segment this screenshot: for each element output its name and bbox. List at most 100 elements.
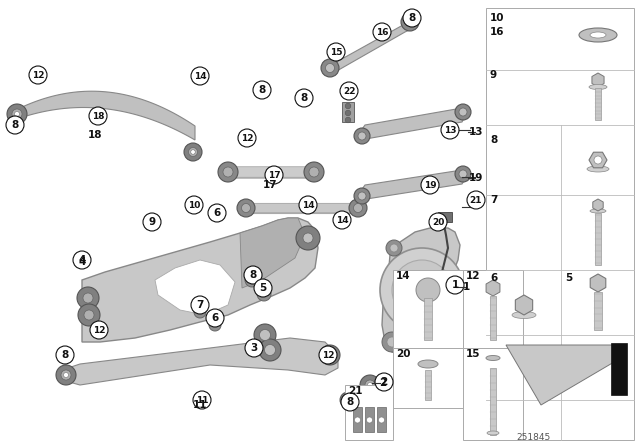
Circle shape [360,375,380,395]
Circle shape [403,9,421,27]
Polygon shape [515,295,532,315]
Polygon shape [592,73,604,87]
Text: 8: 8 [408,13,415,23]
Text: 11: 11 [193,400,207,410]
Polygon shape [589,152,607,168]
Polygon shape [593,199,603,211]
Circle shape [15,112,19,116]
Circle shape [325,350,335,360]
Circle shape [254,324,276,346]
Circle shape [244,266,262,284]
Circle shape [299,196,317,214]
Circle shape [264,345,275,356]
Text: 17: 17 [262,180,277,190]
Circle shape [89,107,107,125]
Circle shape [218,162,238,182]
Circle shape [12,109,22,119]
Ellipse shape [587,166,609,172]
Circle shape [29,66,47,84]
Text: 9: 9 [490,70,497,80]
Text: 20: 20 [396,349,410,359]
Circle shape [367,383,372,388]
Circle shape [73,251,91,269]
Circle shape [304,162,324,182]
Text: 6: 6 [490,273,497,283]
Bar [353,407,362,432]
Bar [595,88,601,120]
Text: 9: 9 [148,217,156,227]
Polygon shape [325,20,418,76]
Polygon shape [155,260,235,315]
Circle shape [349,199,367,217]
Circle shape [380,248,464,332]
Polygon shape [360,170,466,200]
Circle shape [241,203,250,212]
Circle shape [378,417,385,423]
Circle shape [326,64,335,73]
Text: 19: 19 [424,181,436,190]
Text: 7: 7 [490,195,497,205]
Circle shape [259,339,281,361]
Text: 6: 6 [211,313,219,323]
Text: 14: 14 [396,271,411,281]
Circle shape [386,240,402,256]
Circle shape [387,337,397,347]
Circle shape [390,244,398,252]
Circle shape [382,332,402,352]
Circle shape [194,306,206,318]
Bar [490,296,496,340]
Text: 12: 12 [93,326,105,335]
Bar [438,212,452,222]
Circle shape [421,176,439,194]
Circle shape [90,321,108,339]
Text: 4: 4 [78,255,86,265]
Circle shape [143,213,161,231]
Text: 15: 15 [466,349,481,359]
Text: 21: 21 [470,195,483,204]
Circle shape [245,273,259,287]
Bar [594,292,602,330]
Circle shape [373,23,391,41]
Bar [611,343,627,395]
Bar [393,348,463,408]
Text: 251845: 251845 [516,433,550,442]
Text: 17: 17 [268,171,280,180]
Circle shape [344,396,352,404]
Circle shape [345,110,351,116]
Text: 16: 16 [490,27,504,37]
Circle shape [254,279,272,297]
Circle shape [208,204,226,222]
Circle shape [429,213,447,231]
Bar [342,102,354,122]
Circle shape [248,276,255,284]
Circle shape [358,192,366,200]
Circle shape [265,166,283,184]
Text: 3: 3 [250,343,258,353]
Circle shape [441,121,459,139]
Polygon shape [506,345,626,405]
Bar [424,298,432,340]
Bar [365,407,374,432]
Circle shape [184,143,202,161]
Circle shape [416,278,440,302]
Polygon shape [382,228,460,355]
Text: 8: 8 [346,397,354,407]
Text: 12: 12 [466,271,481,281]
Circle shape [191,67,209,85]
Circle shape [354,188,370,204]
Polygon shape [82,218,318,342]
Ellipse shape [512,311,536,319]
Circle shape [455,104,471,120]
Bar [463,348,523,440]
Text: 8: 8 [259,85,266,95]
Circle shape [260,290,268,297]
Circle shape [459,170,467,178]
Text: 14: 14 [336,215,348,224]
Circle shape [61,370,71,380]
Text: 18: 18 [92,112,104,121]
Circle shape [345,117,351,123]
Polygon shape [240,218,305,288]
Circle shape [392,260,452,320]
Circle shape [340,392,356,408]
Ellipse shape [486,356,500,361]
